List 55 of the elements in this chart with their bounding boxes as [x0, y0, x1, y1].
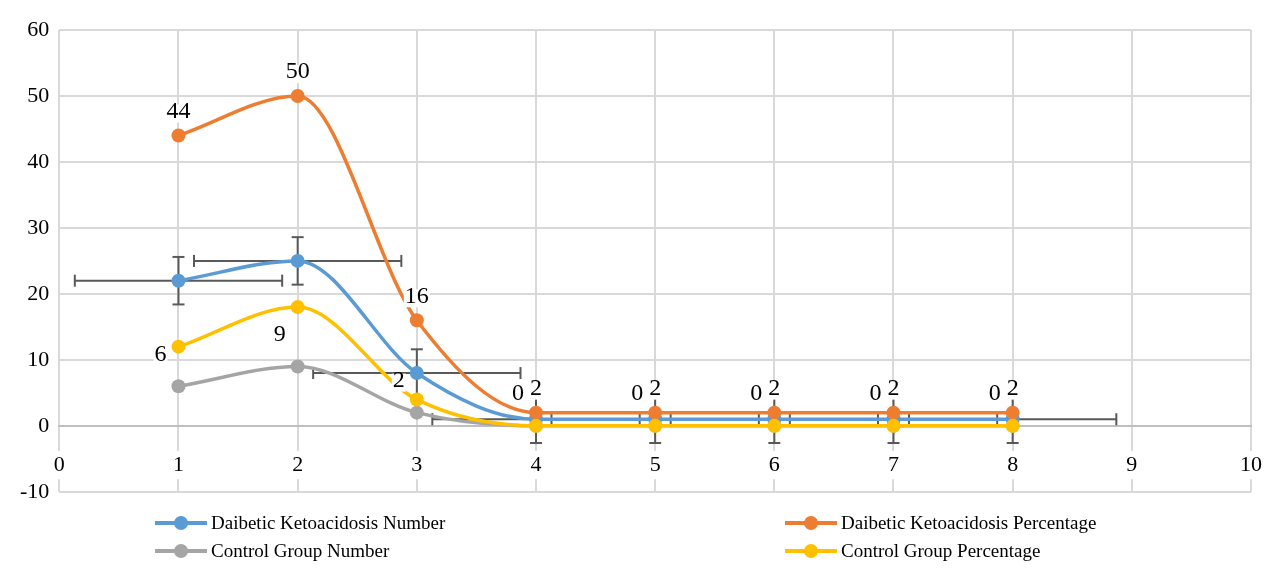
point — [290, 88, 305, 103]
legend-label: Daibetic Ketoacidosis Number — [211, 512, 446, 534]
x-tick-label: 3 — [411, 450, 423, 476]
point — [290, 300, 305, 315]
point — [409, 366, 424, 381]
point — [171, 379, 186, 394]
point — [648, 405, 663, 420]
x-tick-label: 4 — [530, 450, 542, 476]
point — [290, 253, 305, 268]
data-label: 2 — [392, 365, 405, 392]
legend-label: Control Group Percentage — [841, 540, 1041, 562]
data-label: 0 — [750, 379, 763, 406]
data-label: 0 — [869, 379, 882, 406]
point — [767, 405, 782, 420]
data-label: 16 — [404, 281, 429, 308]
x-tick-label: 8 — [1007, 450, 1019, 476]
x-tick-label: 9 — [1126, 450, 1138, 476]
data-label: 9 — [273, 319, 286, 346]
point — [409, 392, 424, 407]
point — [529, 405, 543, 420]
data-label: 0 — [988, 379, 1001, 406]
y-tick-label: 0 — [38, 411, 50, 437]
x-tick-label: 2 — [292, 450, 304, 476]
data-label: 50 — [285, 57, 310, 84]
point — [171, 128, 186, 143]
data-label: 2 — [1006, 373, 1019, 400]
data-label: 2 — [530, 373, 542, 400]
x-tick-label: 5 — [649, 450, 661, 476]
point — [409, 313, 424, 328]
data-label: 2 — [887, 373, 900, 400]
data-label: 2 — [768, 373, 781, 400]
data-label: 6 — [154, 339, 167, 366]
data-label: 2 — [649, 373, 662, 400]
legend-label: Control Group Number — [211, 540, 390, 562]
y-tick-label: 50 — [27, 81, 50, 107]
y-tick-label: -10 — [20, 477, 50, 503]
data-label: 0 — [512, 379, 524, 406]
y-tick-label: 30 — [27, 213, 50, 239]
x-tick-label: 7 — [888, 450, 899, 476]
y-tick-label: 60 — [27, 15, 50, 41]
x-tick-label: 10 — [1240, 450, 1262, 476]
point — [886, 405, 901, 420]
x-tick-label: 1 — [172, 450, 184, 476]
y-tick-label: 10 — [27, 345, 50, 371]
point — [409, 405, 424, 420]
point — [171, 339, 186, 354]
point — [171, 273, 186, 288]
legend-label: Daibetic Ketoacidosis Percentage — [841, 512, 1097, 534]
x-tick-label: 6 — [768, 450, 780, 476]
data-label: 44 — [166, 96, 191, 123]
point — [1005, 405, 1020, 420]
data-label: 0 — [631, 379, 644, 406]
point — [290, 359, 305, 374]
y-tick-label: 20 — [27, 279, 50, 305]
y-tick-label: 40 — [27, 147, 50, 173]
